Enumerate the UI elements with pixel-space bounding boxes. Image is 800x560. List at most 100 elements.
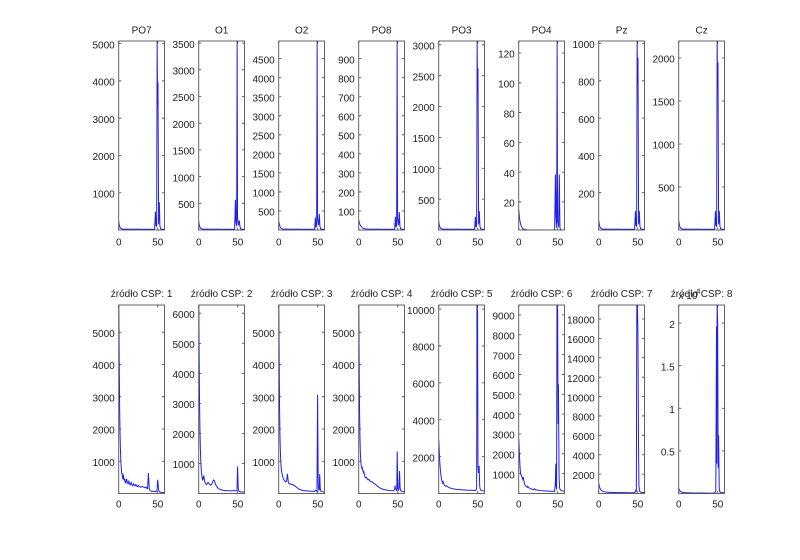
svg-text:PO3: PO3	[452, 26, 472, 37]
svg-text:źródło CSP: 3: źródło CSP: 3	[271, 289, 333, 300]
svg-text:4000: 4000	[413, 416, 436, 427]
svg-text:50: 50	[632, 237, 644, 248]
svg-text:9000: 9000	[493, 312, 516, 323]
svg-text:Cz: Cz	[696, 26, 708, 37]
svg-text:2000: 2000	[93, 152, 116, 163]
svg-text:120: 120	[498, 50, 515, 61]
svg-text:3000: 3000	[173, 67, 196, 78]
svg-text:źródło CSP: 7: źródło CSP: 7	[591, 289, 653, 300]
svg-text:50: 50	[712, 499, 724, 510]
svg-text:50: 50	[472, 237, 484, 248]
svg-text:1000: 1000	[253, 458, 276, 469]
svg-text:800: 800	[338, 74, 355, 85]
svg-text:3000: 3000	[253, 393, 276, 404]
svg-text:1: 1	[669, 405, 675, 416]
svg-text:O2: O2	[295, 26, 309, 37]
svg-text:4: 4	[696, 287, 700, 296]
svg-text:1000: 1000	[173, 173, 196, 184]
svg-text:2000: 2000	[173, 430, 196, 441]
svg-text:2000: 2000	[413, 453, 436, 464]
svg-text:PO4: PO4	[532, 26, 552, 37]
svg-text:PO7: PO7	[132, 26, 152, 37]
svg-text:200: 200	[578, 189, 595, 200]
svg-text:0: 0	[596, 237, 602, 248]
svg-text:2500: 2500	[253, 132, 276, 143]
svg-text:2000: 2000	[93, 426, 116, 437]
svg-text:0: 0	[436, 237, 442, 248]
svg-text:3500: 3500	[253, 93, 276, 104]
svg-text:0: 0	[356, 237, 362, 248]
svg-text:źródło CSP: 1: źródło CSP: 1	[111, 289, 173, 300]
svg-text:źródło CSP: 4: źródło CSP: 4	[351, 289, 413, 300]
svg-text:60: 60	[504, 139, 516, 150]
svg-text:1000: 1000	[573, 40, 596, 51]
svg-text:3000: 3000	[173, 400, 196, 411]
svg-text:3500: 3500	[173, 40, 196, 51]
svg-text:700: 700	[338, 93, 355, 104]
svg-text:50: 50	[472, 499, 484, 510]
svg-text:100: 100	[498, 80, 515, 91]
svg-text:Pz: Pz	[616, 26, 628, 37]
svg-text:x 10: x 10	[679, 291, 698, 302]
svg-text:400: 400	[578, 152, 595, 163]
svg-text:4000: 4000	[173, 370, 196, 381]
svg-text:3000: 3000	[493, 431, 516, 442]
svg-text:0: 0	[196, 499, 202, 510]
svg-text:50: 50	[552, 237, 564, 248]
svg-text:0: 0	[276, 237, 282, 248]
svg-text:500: 500	[258, 208, 275, 219]
svg-text:2500: 2500	[173, 93, 196, 104]
svg-text:50: 50	[392, 499, 404, 510]
svg-text:6000: 6000	[413, 380, 436, 391]
svg-text:1.5: 1.5	[661, 362, 675, 373]
svg-text:8000: 8000	[573, 413, 596, 424]
svg-text:1000: 1000	[413, 165, 436, 176]
svg-text:1500: 1500	[253, 170, 276, 181]
svg-text:50: 50	[312, 499, 324, 510]
svg-text:12000: 12000	[567, 374, 595, 385]
svg-text:10000: 10000	[567, 393, 595, 404]
svg-text:600: 600	[578, 115, 595, 126]
svg-text:6000: 6000	[493, 371, 516, 382]
svg-text:50: 50	[152, 499, 164, 510]
svg-text:4500: 4500	[253, 55, 276, 66]
svg-text:500: 500	[178, 200, 195, 211]
svg-text:4000: 4000	[253, 74, 276, 85]
svg-text:4000: 4000	[493, 411, 516, 422]
svg-text:O1: O1	[215, 26, 229, 37]
svg-text:2000: 2000	[253, 151, 276, 162]
svg-text:0: 0	[596, 499, 602, 510]
svg-text:2000: 2000	[573, 471, 596, 482]
svg-text:1000: 1000	[253, 189, 276, 200]
svg-text:4000: 4000	[93, 361, 116, 372]
svg-text:0: 0	[196, 237, 202, 248]
svg-text:2000: 2000	[333, 426, 356, 437]
svg-text:80: 80	[504, 109, 516, 120]
svg-text:5000: 5000	[493, 391, 516, 402]
svg-text:5000: 5000	[93, 40, 116, 51]
svg-text:20: 20	[504, 199, 516, 210]
svg-text:8000: 8000	[493, 331, 516, 342]
svg-text:4000: 4000	[93, 78, 116, 89]
svg-text:1000: 1000	[333, 458, 356, 469]
svg-text:50: 50	[152, 237, 164, 248]
svg-text:5000: 5000	[173, 340, 196, 351]
svg-text:1500: 1500	[413, 134, 436, 145]
svg-text:3000: 3000	[93, 115, 116, 126]
svg-text:PO8: PO8	[372, 26, 392, 37]
svg-text:2000: 2000	[253, 426, 276, 437]
svg-text:2000: 2000	[413, 103, 436, 114]
svg-text:0: 0	[516, 237, 522, 248]
svg-text:600: 600	[338, 113, 355, 124]
svg-text:8000: 8000	[413, 343, 436, 354]
svg-text:5000: 5000	[93, 329, 116, 340]
svg-text:źródło CSP: 8: źródło CSP: 8	[671, 289, 733, 300]
svg-text:800: 800	[578, 78, 595, 89]
svg-text:6000: 6000	[173, 310, 196, 321]
svg-text:0: 0	[116, 499, 122, 510]
svg-text:6000: 6000	[573, 432, 596, 443]
svg-text:50: 50	[312, 237, 324, 248]
svg-text:5000: 5000	[253, 329, 276, 340]
svg-text:50: 50	[392, 237, 404, 248]
svg-text:0: 0	[356, 499, 362, 510]
